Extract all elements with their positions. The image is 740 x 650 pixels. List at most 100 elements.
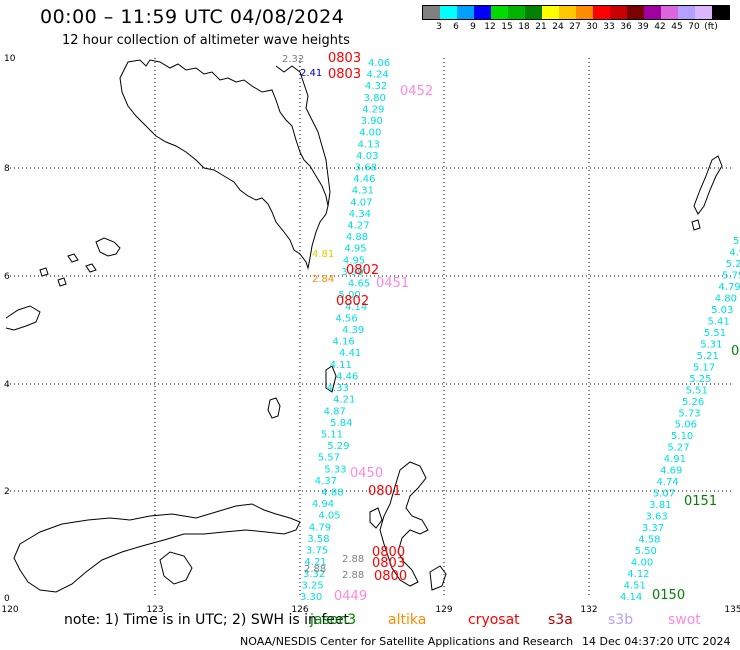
coastline: [5, 59, 723, 593]
wave-height-label: 3.37: [642, 523, 664, 534]
wave-height-label: 4.88: [321, 488, 343, 499]
wave-height-label: 4.69: [660, 466, 682, 477]
legend-label: 42: [654, 22, 666, 32]
y-tick-label: 2: [4, 487, 10, 497]
legend-swatch: [644, 6, 661, 19]
wave-height-label: 4.33: [327, 383, 349, 394]
legend-label: 15: [501, 22, 513, 32]
wave-height-label: 4.12: [627, 569, 649, 580]
legend-label: 36: [620, 22, 632, 32]
wave-height-label: 5.11: [321, 429, 343, 440]
wave-height-label: 5.21: [697, 351, 719, 362]
altimeter-tracks: 4.064.244.323.804.293.904.004.134.033.68…: [282, 51, 740, 604]
satellite-legend-s3b: s3b: [608, 612, 634, 628]
pass-time-pink: 0449: [334, 589, 367, 604]
wave-height-label: 4.95: [343, 255, 365, 266]
mindanao-east-coast: [275, 65, 331, 207]
wave-height-label: 3.68: [355, 162, 377, 173]
y-tick-label: 4: [4, 380, 10, 390]
pass-time-green: 0: [731, 344, 739, 359]
wave-height-label: 5.29: [327, 441, 349, 452]
legend-swatch: [525, 6, 542, 19]
wave-height-label: 4.94: [312, 499, 334, 510]
sulawesi-coast: [13, 503, 301, 593]
wave-height-label: 4.91: [664, 454, 686, 465]
footnote: note: 1) Time is in UTC; 2) SWH is in fe…: [64, 612, 350, 628]
wave-height-label: 3.81: [649, 500, 671, 511]
legend-swatch: [423, 6, 440, 19]
pass-time-green: 0150: [652, 588, 685, 603]
palau-islands: [693, 155, 723, 215]
wave-height-label: 5.33: [324, 464, 346, 475]
wave-height-label: 3.90: [361, 116, 383, 127]
legend-swatch: [610, 6, 627, 19]
wave-height-label: 4.51: [624, 581, 646, 592]
sulu-islet-1: [67, 253, 79, 263]
legend-swatch: [695, 6, 712, 19]
timestamp-text: 14 Dec 04:37:20 UTC 2024: [582, 635, 731, 648]
wave-height-label: 3.80: [364, 93, 386, 104]
legend-label: 9: [470, 22, 476, 32]
x-tick-label: 132: [580, 605, 597, 615]
wave-height-label: 5.51: [686, 385, 708, 396]
page-subtitle: 12 hour collection of altimeter wave hei…: [62, 33, 350, 48]
pass-time-red: 0802: [336, 294, 369, 309]
legend-swatch: [542, 6, 559, 19]
legend-label: 70: [688, 22, 700, 32]
wave-height-label: 5.27: [667, 443, 689, 454]
wave-height-label: 4.88: [346, 232, 368, 243]
sangihe-island: [325, 365, 337, 393]
wave-height-label: 4.21: [304, 557, 326, 568]
wave-height-label: 4.96: [729, 247, 740, 258]
wave-height-label: 5.73: [678, 408, 700, 419]
legend-label: 12: [484, 22, 496, 32]
palau-islet: [691, 219, 701, 231]
y-tick-label: 10: [4, 54, 16, 64]
mindanao-coast: [119, 59, 329, 270]
legend-color-bar: [422, 5, 730, 20]
legend-label: 27: [569, 22, 581, 32]
pass-time-red: 0803: [328, 67, 361, 82]
wave-height-label: 5.10: [671, 431, 693, 442]
legend-label: 39: [637, 22, 649, 32]
pass-time-red: 0800: [374, 569, 407, 584]
legend-label: 3: [436, 22, 442, 32]
sulu-islet-4: [57, 277, 67, 287]
wave-height-label: 4.27: [347, 221, 369, 232]
y-tick-label: 8: [4, 164, 10, 174]
x-tick-label: 135: [724, 605, 740, 615]
wave-height-label: 4.95: [344, 244, 366, 255]
wave-height-label: 4.00: [631, 558, 653, 569]
wave-height-label: 4.46: [353, 174, 375, 185]
wave-height-label: 4.06: [368, 58, 390, 69]
wave-height-label: 4.79: [309, 522, 331, 533]
wave-height-label: 2.84: [312, 274, 334, 285]
wave-height-label: 4.80: [715, 293, 737, 304]
wave-height-label: 4.31: [352, 186, 374, 197]
legend-label: 45: [671, 22, 683, 32]
wave-height-label: 4.46: [336, 371, 358, 382]
legend-label: 21: [535, 22, 547, 32]
legend-label: 30: [586, 22, 598, 32]
wave-height-label: 4.13: [358, 139, 380, 150]
wave-height-label: 2.88: [304, 564, 326, 575]
wave-height-label: 5.84: [330, 418, 352, 429]
wave-height-label: 4.37: [315, 476, 337, 487]
legend-swatch: [712, 6, 729, 19]
wave-height-label: 4.39: [342, 325, 364, 336]
pass-time-pink: 0451: [376, 276, 409, 291]
talaud-island: [267, 397, 281, 419]
sulu-islet-3: [39, 267, 49, 277]
pass-time-pink: 0450: [350, 466, 383, 481]
wave-height-label: 3.58: [307, 534, 329, 545]
pass-time-green: 0151: [684, 494, 717, 509]
x-tick-label: 129: [435, 605, 452, 615]
satellite-legend-swot: swot: [668, 612, 701, 628]
wave-height-label: 5.03: [711, 305, 733, 316]
wave-height-label: 5.27: [726, 259, 740, 270]
pass-time-red: 0800: [372, 545, 405, 560]
satellite-legend-altika: altika: [388, 612, 427, 628]
wave-height-label: 2.41: [300, 68, 322, 79]
legend-swatch: [627, 6, 644, 19]
